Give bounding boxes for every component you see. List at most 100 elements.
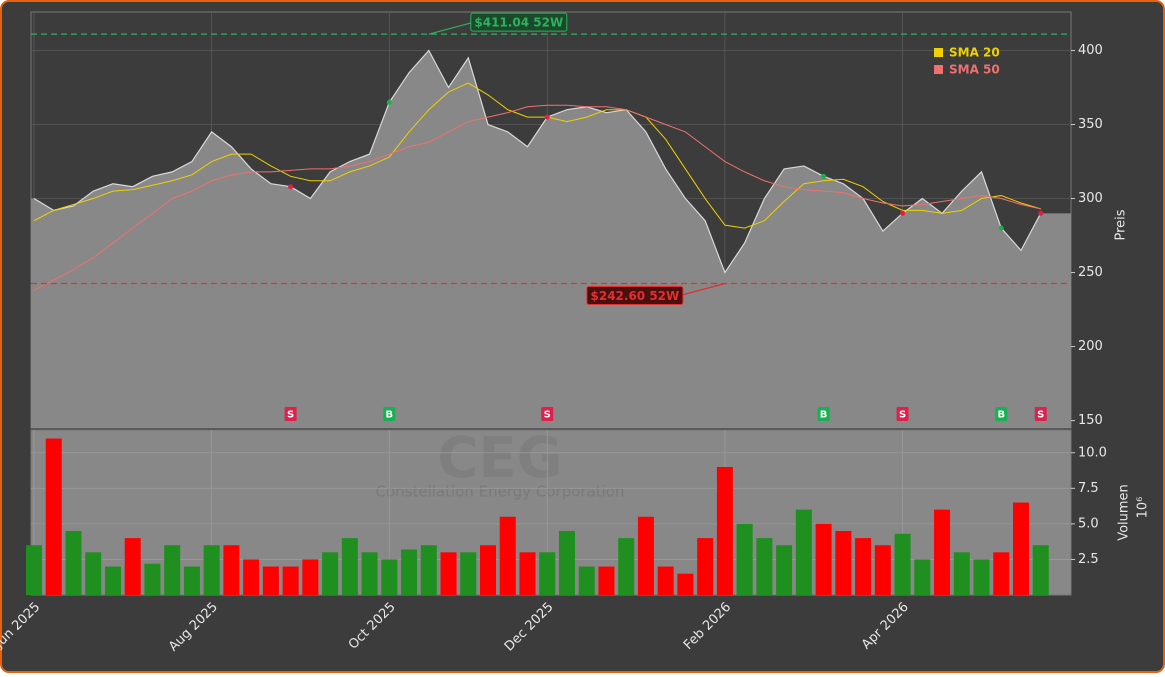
volume-bar [144, 563, 161, 595]
sma-line [33, 82, 1041, 229]
volume-bar [26, 545, 42, 595]
volume-bar [815, 523, 832, 595]
signal-dot [288, 184, 294, 190]
signal-badge [284, 407, 297, 421]
volume-bar [993, 552, 1010, 595]
volume-bar [874, 545, 891, 595]
signal-badge [896, 407, 909, 421]
signal-label: S [899, 410, 906, 421]
close-area [31, 50, 1071, 429]
volume-bar [322, 552, 339, 595]
volume-bar [420, 545, 437, 595]
legend-label: SMA 50 [949, 63, 1000, 77]
volume-bar [361, 552, 378, 595]
volume-bar [45, 438, 62, 595]
volume-bar [104, 566, 121, 595]
signal-badge [541, 407, 554, 421]
volume-bar [499, 516, 516, 595]
volume-bar [973, 559, 990, 595]
annotation-box [470, 12, 568, 32]
volume-bar [341, 538, 358, 595]
y-tick-label: 400 [1078, 43, 1103, 58]
volume-bar [637, 516, 654, 595]
volume-bar [223, 545, 240, 595]
volume-bar [243, 559, 260, 595]
signal-dot [821, 173, 827, 179]
signal-label: B [997, 410, 1005, 421]
signal-label: B [820, 410, 828, 421]
volume-bar [677, 573, 694, 595]
signal-badge [383, 407, 396, 421]
volume-bar [934, 509, 951, 595]
volume-bar [65, 530, 82, 595]
volume-bar [282, 566, 299, 595]
volume-bar [618, 538, 635, 595]
signal-dot [998, 225, 1004, 231]
volume-bar [460, 552, 477, 595]
volume-bar [519, 552, 536, 595]
volume-bar [894, 533, 911, 595]
signal-badge [817, 407, 830, 421]
y-tick-label: 250 [1078, 265, 1103, 280]
volume-bar [183, 566, 200, 595]
signal-label: S [287, 410, 294, 421]
y-tick-label: 350 [1078, 117, 1103, 132]
annotation-box [586, 286, 684, 306]
volume-bar [776, 545, 793, 595]
signal-label: S [544, 410, 551, 421]
signal-label: S [1037, 410, 1044, 421]
close-line [33, 49, 1042, 274]
signal-badge [995, 407, 1008, 421]
volume-bar [262, 566, 279, 595]
volume-bar [855, 538, 872, 595]
volume-bar [598, 566, 615, 595]
volume-bar [756, 538, 773, 595]
volume-bar [697, 538, 714, 595]
company-watermark: Constellation Energy Corporation [375, 483, 624, 501]
signal-label: B [386, 410, 394, 421]
y-tick-label: 2.5 [1078, 552, 1099, 567]
volume-bar [914, 559, 931, 595]
volume-bar [795, 509, 812, 595]
volume-bar [203, 545, 220, 595]
volume-bar [657, 566, 674, 595]
volume-bar [85, 552, 102, 595]
ticker-watermark: CEG [437, 426, 562, 491]
legend-swatch [934, 65, 943, 74]
legend-swatch [934, 48, 943, 57]
y-tick-label: 300 [1078, 191, 1103, 206]
volume-bar [539, 552, 556, 595]
signal-dot [386, 99, 392, 105]
volume-bar [302, 559, 319, 595]
y-tick-label: 7.5 [1078, 481, 1099, 496]
volume-bar [1032, 545, 1049, 595]
y-tick-label: 10.0 [1078, 445, 1107, 460]
volume-bar [401, 549, 418, 595]
y-axis-label: Volumen [1117, 484, 1132, 541]
volume-bar [1013, 502, 1029, 595]
volume-bar [381, 559, 398, 595]
annotation-arrow [428, 21, 474, 35]
volume-bar [736, 523, 753, 595]
y-tick-label: 5.0 [1078, 516, 1099, 531]
signal-dot [900, 210, 906, 216]
y-axis-label: Preis [1114, 209, 1129, 240]
volume-bar [164, 545, 181, 595]
volume-bar [953, 552, 970, 595]
volume-bar [558, 530, 575, 595]
volume-bar [835, 530, 852, 595]
volume-bar [124, 538, 141, 595]
y-tick-label: 150 [1078, 413, 1103, 428]
annotation-label: $411.04 52W [474, 16, 563, 30]
volume-bar [440, 552, 457, 595]
signal-dot [544, 114, 550, 120]
y-scale-label: 10⁶ [1136, 497, 1151, 519]
y-tick-label: 200 [1078, 339, 1103, 354]
volume-bar [578, 566, 595, 595]
signal-dot [1038, 210, 1044, 216]
annotation-arrow [679, 282, 726, 297]
volume-bar [480, 545, 497, 595]
sma-line [33, 104, 1041, 291]
annotation-label: $242.60 52W [591, 289, 680, 303]
